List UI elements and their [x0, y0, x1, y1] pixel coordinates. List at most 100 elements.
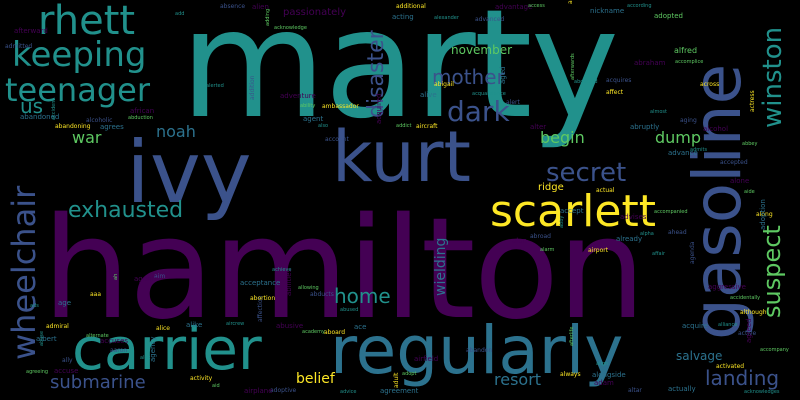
word-passionately: passionately: [283, 7, 347, 18]
word-wheelchair: wheelchair: [5, 185, 43, 360]
word-agrees: agrees: [100, 123, 124, 131]
word-abraham: abraham: [634, 59, 666, 67]
word-aim: aim: [154, 273, 166, 280]
word-nickname: nickname: [590, 7, 625, 15]
word-addition: addition: [249, 75, 256, 100]
word-access: access: [528, 3, 545, 9]
word-november: november: [451, 43, 513, 57]
word-exhausted: exhausted: [68, 198, 184, 223]
word-ah: ah: [113, 273, 119, 280]
word-adult: adult: [393, 372, 400, 388]
word-affect: affect: [606, 89, 624, 96]
word-airplane: airplane: [244, 387, 273, 395]
word-dark: dark: [447, 95, 510, 128]
word-alert: alert: [506, 99, 520, 106]
word-alice: alice: [156, 325, 171, 332]
word-abortion: abortion: [250, 295, 276, 302]
word-adventure: adventure: [280, 92, 316, 100]
word-winston: winston: [758, 26, 788, 128]
word-admits: admits: [690, 147, 708, 153]
word-abused: abused: [340, 307, 359, 313]
word-us: us: [20, 94, 44, 118]
word-adam: adam: [594, 379, 614, 387]
word-aged: aged: [499, 66, 507, 84]
word-accomplice: accomplice: [675, 59, 704, 65]
word-acceptance: acceptance: [240, 279, 281, 287]
word-actually: actually: [668, 385, 696, 393]
word-landing: landing: [705, 366, 780, 390]
word-suspect: suspect: [758, 225, 786, 318]
word-abbey: abbey: [742, 141, 758, 147]
word-war: war: [72, 128, 102, 147]
word-aid: aid: [212, 383, 220, 389]
word-admiral: admiral: [46, 323, 69, 330]
word-adopt: adopt: [402, 371, 417, 377]
word-abducts: abducts: [310, 291, 334, 298]
word-agreement: agreement: [380, 387, 419, 395]
word-accidentally: accidentally: [730, 295, 761, 301]
word-accident: accident: [51, 98, 57, 120]
word-submarine: submarine: [50, 372, 146, 393]
word-acquires: acquires: [606, 77, 632, 84]
word-home: home: [334, 284, 391, 308]
word-alfred: alfred: [674, 46, 698, 55]
word-addict: addict: [396, 123, 412, 129]
word-ambassador: ambassador: [322, 103, 359, 110]
word-keeping: keeping: [12, 35, 147, 75]
word-abandoned: abandoned: [20, 113, 60, 121]
word-secret: secret: [546, 158, 627, 188]
word-airport: airport: [588, 247, 609, 254]
word-abduction: abduction: [128, 115, 153, 121]
word-alternate: alternate: [86, 333, 109, 339]
word-abigail: abigail: [434, 81, 454, 88]
word-abandon: abandon: [466, 347, 493, 354]
word-alpha: alpha: [640, 231, 654, 237]
word-carrier: carrier: [72, 315, 262, 383]
word-acquired: acquired: [375, 93, 383, 124]
word-african: african: [130, 107, 155, 115]
word-activity: activity: [190, 375, 213, 382]
word-actress: actress: [749, 90, 756, 112]
word-mother: mother: [432, 65, 505, 89]
word-acquaintance: acquaintance: [472, 91, 506, 97]
word-ability: ability: [300, 103, 316, 109]
word-alarm: alarm: [540, 247, 555, 253]
word-alex: alex: [140, 355, 151, 361]
word-noah: noah: [156, 122, 196, 141]
word-alone: alone: [730, 177, 750, 185]
word-allowing: allowing: [298, 285, 319, 291]
word-advantage: advantage: [495, 3, 533, 11]
word-accompanied: accompanied: [654, 209, 688, 215]
word-additional: additional: [396, 3, 426, 10]
word-marty: marty: [180, 0, 619, 152]
word-adding: adding: [265, 8, 271, 26]
word-ally: ally: [62, 357, 73, 364]
word-alike: alike: [186, 321, 203, 329]
word-add: add: [175, 11, 185, 17]
word-age: age: [58, 299, 72, 307]
word-advance: advance: [668, 149, 698, 157]
word-adoption: adoption: [759, 199, 767, 230]
word-abroad: abroad: [530, 233, 551, 240]
word-adopted: adopted: [654, 12, 683, 20]
word-achieve: achieve: [272, 267, 292, 273]
word-acting: acting: [392, 13, 414, 21]
word-teenager: teenager: [5, 71, 150, 109]
word-belief: belief: [296, 371, 335, 387]
word-alerted: alerted: [206, 83, 224, 89]
word-align: align: [596, 361, 609, 367]
word-kurt: kurt: [332, 116, 471, 198]
word-alexander: alexander: [434, 15, 459, 21]
word-aaa: aaa: [90, 291, 102, 298]
word-abuse: abuse: [39, 330, 45, 346]
word-aircraft: aircraft: [416, 123, 438, 130]
word-across: across: [700, 81, 720, 88]
word-agent: agent: [303, 115, 324, 123]
word-alan: alan: [512, 237, 527, 245]
word-although: although: [740, 309, 767, 316]
word-always: always: [560, 371, 581, 378]
word-academy: academy: [302, 329, 325, 335]
word-absence: absence: [220, 3, 246, 10]
word-agents: agents: [134, 275, 158, 283]
word-alcoholic: alcoholic: [86, 117, 113, 124]
